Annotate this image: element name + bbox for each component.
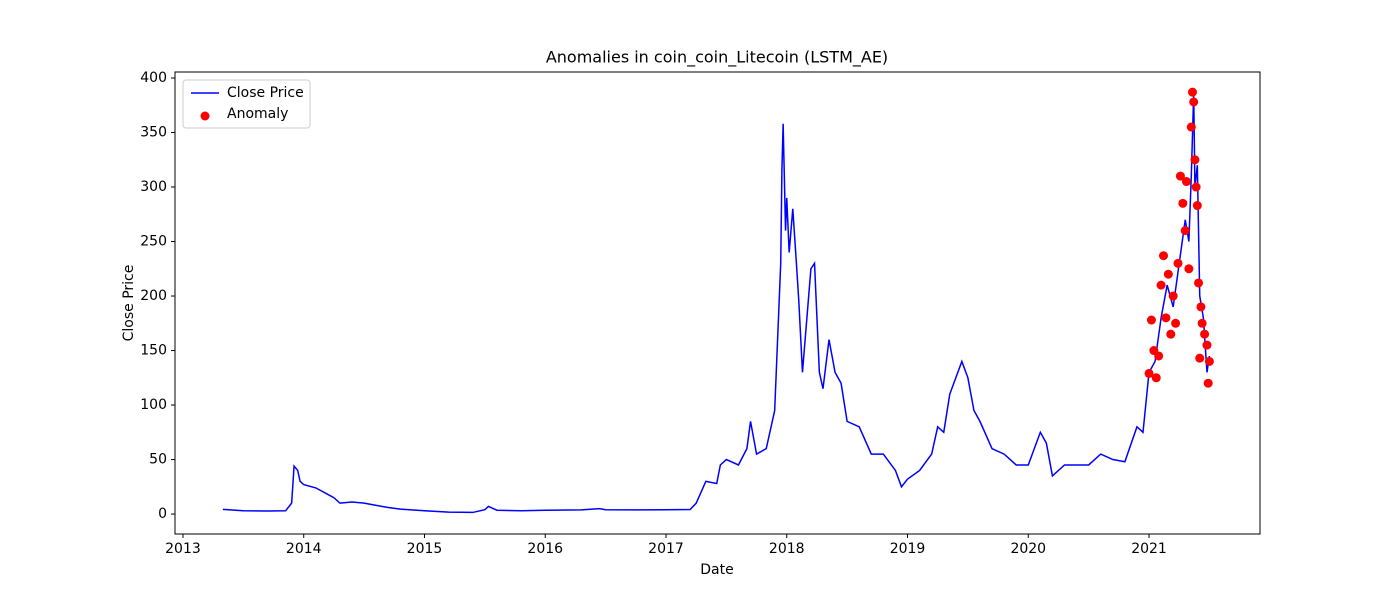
anomaly-point: [1161, 313, 1171, 323]
anomaly-point: [1192, 201, 1202, 211]
anomaly-point: [1197, 318, 1207, 328]
anomaly-point: [1180, 226, 1190, 236]
x-tick-label: 2017: [648, 541, 684, 557]
legend-marker: [200, 111, 210, 121]
y-tick-label: 100: [140, 397, 167, 413]
anomaly-point: [1202, 340, 1212, 350]
y-tick-label: 250: [140, 234, 167, 250]
anomaly-point: [1184, 264, 1194, 274]
x-tick-label: 2020: [1010, 541, 1046, 557]
x-tick-label: 2013: [165, 541, 201, 557]
anomaly-point: [1187, 87, 1197, 97]
legend-box: [182, 79, 311, 129]
anomaly-point: [1178, 198, 1188, 208]
anomaly-point: [1186, 122, 1196, 132]
anomaly-point: [1156, 280, 1166, 290]
plot-frame: [174, 71, 1261, 535]
anomaly-point: [1189, 97, 1199, 107]
anomaly-point: [1166, 329, 1176, 339]
y-tick-label: 50: [149, 452, 167, 468]
anomaly-point: [1195, 353, 1205, 363]
anomaly-point: [1173, 258, 1183, 268]
price-line: [222, 93, 1211, 514]
anomaly-point: [1194, 278, 1204, 288]
x-tick-label: 2014: [286, 541, 322, 557]
y-tick-label: 350: [140, 125, 167, 141]
y-tick-label: 200: [140, 288, 167, 304]
chart-title: Anomalies in coin_coin_Litecoin (LSTM_AE…: [546, 48, 888, 68]
plot-area: [222, 87, 1214, 514]
legend-label: Close Price: [227, 85, 304, 101]
x-tick-label: 2015: [407, 541, 443, 557]
anomaly-point: [1191, 182, 1201, 192]
anomaly-point: [1168, 291, 1178, 301]
anomaly-point: [1203, 378, 1213, 388]
x-tick-label: 2016: [527, 541, 563, 557]
anomaly-point: [1190, 155, 1200, 165]
anomaly-point: [1175, 171, 1185, 181]
anomaly-point: [1200, 329, 1210, 339]
anomaly-point: [1159, 251, 1169, 261]
y-tick-label: 150: [140, 343, 167, 359]
anomaly-point: [1196, 302, 1206, 312]
anomaly-point: [1154, 351, 1164, 361]
y-tick-label: 400: [140, 70, 167, 86]
anomaly-point: [1163, 269, 1173, 279]
y-tick-label: 300: [140, 179, 167, 195]
x-tick-label: 2021: [1131, 541, 1167, 557]
anomaly-point: [1171, 318, 1181, 328]
y-tick-label: 0: [158, 506, 167, 522]
legend-label: Anomaly: [227, 106, 288, 122]
anomaly-point: [1144, 368, 1154, 378]
anomaly-point: [1181, 177, 1191, 187]
anomaly-point: [1151, 373, 1161, 383]
x-tick-label: 2018: [769, 541, 805, 557]
x-axis-label: Date: [700, 562, 733, 578]
anomaly-point: [1146, 315, 1156, 325]
y-axis-label: Close Price: [121, 265, 137, 342]
x-tick-label: 2019: [890, 541, 926, 557]
anomaly-point: [1204, 356, 1214, 366]
